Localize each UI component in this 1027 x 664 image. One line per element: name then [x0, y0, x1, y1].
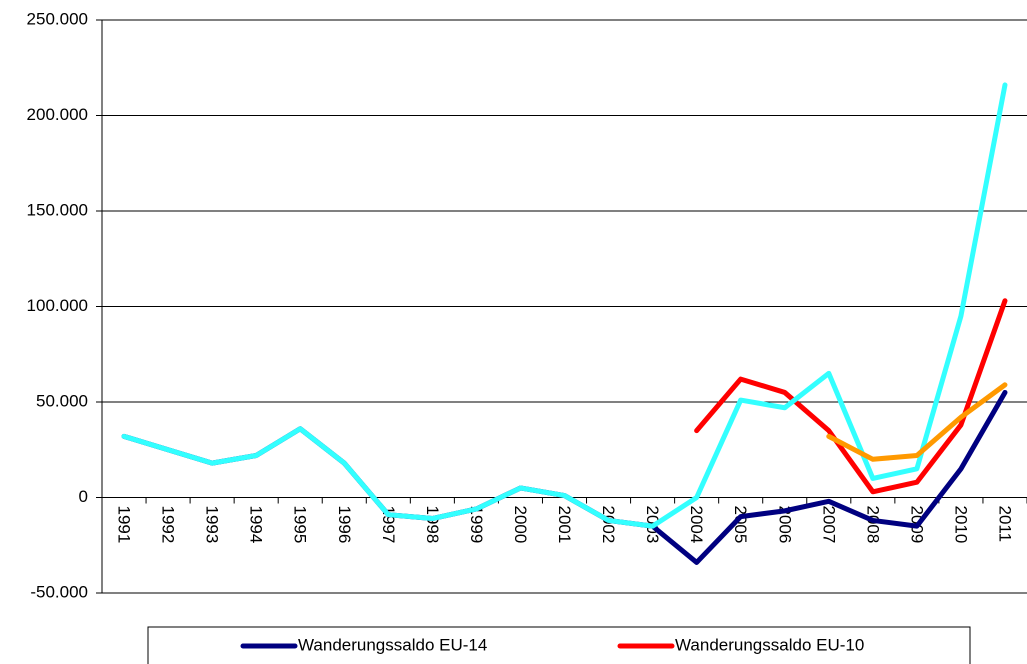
legend-label: Wanderungssaldo EU-14: [298, 635, 487, 654]
x-tick-label: 2006: [775, 506, 794, 544]
x-tick-label: 2000: [511, 506, 530, 544]
x-tick-label: 2007: [819, 506, 838, 544]
x-tick-label: 1991: [115, 506, 134, 544]
y-tick-label: 0: [79, 487, 88, 506]
y-tick-label: 100.000: [27, 296, 88, 315]
x-tick-label: 1992: [159, 506, 178, 544]
x-tick-label: 2008: [863, 506, 882, 544]
legend-label: Wanderungssaldo EU-10: [675, 635, 864, 654]
series-line: [826, 382, 1008, 462]
series-line: [121, 82, 1008, 529]
x-tick-label: 1996: [335, 506, 354, 544]
x-tick-label: 2002: [599, 506, 618, 544]
y-tick-label: 200.000: [27, 105, 88, 124]
x-tick-label: 2001: [555, 506, 574, 544]
x-tick-label: 2011: [995, 506, 1014, 543]
y-tick-label: 150.000: [27, 200, 88, 219]
series-line: [694, 298, 1008, 495]
y-tick-label: -50.000: [30, 582, 88, 601]
y-tick-label: 50.000: [36, 391, 88, 410]
y-tick-label: 250.000: [27, 9, 88, 28]
x-tick-label: 2004: [687, 506, 706, 544]
x-tick-label: 1995: [291, 506, 310, 544]
x-tick-label: 1999: [467, 506, 486, 544]
x-tick-label: 1998: [423, 506, 442, 544]
x-tick-label: 2010: [951, 506, 970, 544]
x-tick-label: 1993: [203, 506, 222, 544]
x-tick-label: 1994: [247, 506, 266, 544]
